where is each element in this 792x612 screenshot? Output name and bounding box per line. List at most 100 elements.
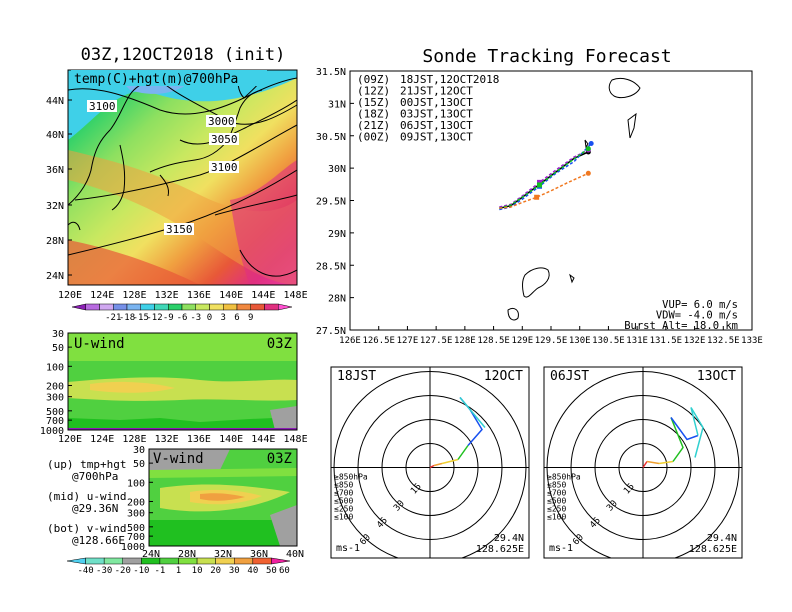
panel-legend-line: @128.66E <box>72 534 125 547</box>
temp-colorbar-labels: -21-18-15-12 -9 -6 -3 0 3 6 9 <box>105 313 253 323</box>
track-lat-tick: 28.5N <box>316 261 346 272</box>
map-lon-tick: 128E <box>122 290 146 301</box>
contour-labels: 3100 3000 3050 3100 3150 <box>87 100 239 236</box>
uwind-pressure-tick: 30 <box>52 329 64 340</box>
launch-param: VUP= 6.0 m/s <box>662 299 738 311</box>
track-legend-code: (12Z) <box>357 85 390 98</box>
temp-colorbar-swatch <box>71 303 86 311</box>
track-series <box>499 172 589 210</box>
wind-colorbar-label: 50 <box>266 566 277 576</box>
temp-colorbar-swatch <box>195 303 210 311</box>
hodograph-time: 06JST <box>550 369 589 384</box>
wind-colorbar-swatch <box>252 557 272 565</box>
map-lon-tick: 124E <box>90 290 114 301</box>
track-lat-tick: 30N <box>328 164 346 175</box>
hodograph-date: 13OCT <box>697 369 736 384</box>
temp-colorbar-swatch <box>126 303 141 311</box>
uwind-label: U-wind <box>74 336 125 352</box>
track-endpoint <box>585 146 591 152</box>
track-endpoint <box>585 170 591 176</box>
vwind-pressure-tick: 300 <box>127 509 145 520</box>
contour-label-bg <box>87 100 117 112</box>
wind-colorbar-labels: -40 -30 -20 -10 -1 1 10 20 30 40 50 60 <box>77 566 289 576</box>
temp-colorbar-swatch <box>236 303 251 311</box>
map-label: temp(C)+hgt(m)@700hPa <box>74 72 238 87</box>
hodograph-legend-entry: ≤700 <box>547 489 566 498</box>
temp-colorbar-label: -6 <box>177 313 188 323</box>
track-lon-tick: 127E <box>397 336 419 346</box>
track-lon-ticks: 126E 126.5E 127E 127.5E 128E 128.5E 129E 129.5E… <box>339 326 763 346</box>
hodograph-legend-entry: ≤250 <box>334 505 353 514</box>
track-lon-tick: 128E <box>454 336 476 346</box>
map-lat-tick: 32N <box>46 201 64 212</box>
temp-colorbar-swatch <box>140 303 155 311</box>
contour-label-bg <box>164 223 194 235</box>
track-endpoint <box>588 141 594 147</box>
map-lon-tick: 136E <box>187 290 211 301</box>
vwind-label: V-wind <box>153 451 204 467</box>
hodograph-trace <box>441 458 459 465</box>
track-lon-tick: 130E <box>569 336 591 346</box>
wind-colorbar-swatch <box>122 557 142 565</box>
track-legend-label: 09JST,13OCT <box>400 131 473 144</box>
contour-label: 3000 <box>208 115 235 128</box>
track-lon-tick: 131E <box>626 336 648 346</box>
wind-colorbar-swatch <box>196 557 216 565</box>
uwind-lon-tick: 144E <box>251 434 275 445</box>
track-lon-tick: 128.5E <box>477 336 510 346</box>
vwind-lat-tick: 36N <box>250 549 268 560</box>
hodograph-lon: 128.625E <box>689 544 737 555</box>
wind-colorbar-swatch <box>215 557 235 565</box>
wind-colorbar-label: 40 <box>247 566 258 576</box>
uwind-pressure-tick: 100 <box>46 362 64 373</box>
track-legend: (09Z) 18JST,12OCT2018 (12Z) 21JST,12OCT (15Z… <box>357 73 499 144</box>
track-lat-tick: 28N <box>328 294 346 305</box>
hodograph-lat: 29.4N <box>494 533 524 544</box>
uwind-pressure-tick: 50 <box>52 343 64 354</box>
temp-colorbar-swatch <box>99 303 114 311</box>
uwind-pressure-tick: 300 <box>46 393 64 404</box>
hodograph-legend-entry: ≤100 <box>334 513 353 522</box>
contour-label-bg <box>209 133 239 145</box>
temp-colorbar-label: -15 <box>133 313 149 323</box>
uwind-lon-tick: 132E <box>155 434 179 445</box>
hodograph-legend-entry: ≤250 <box>547 505 566 514</box>
wind-colorbar-label: 30 <box>229 566 240 576</box>
track-lon-tick: 131.5E <box>650 336 683 346</box>
uwind-lon-tick: 124E <box>90 434 114 445</box>
hodograph-legend-entry: ≤500 <box>334 497 353 506</box>
vwind-pressure-tick: 50 <box>133 459 145 470</box>
track-lon-tick: 132E <box>684 336 706 346</box>
contour-label: 3150 <box>166 223 193 236</box>
tracking-map: 31.5N 31N 30.5N 30N 29.5N 29N 28.5N 28N 27.5N 12… <box>316 67 763 346</box>
contour-label: 3050 <box>211 133 238 146</box>
hodograph-trace <box>457 445 469 460</box>
vwind-time: 03Z <box>267 451 292 467</box>
track-legend-label: 18JST,12OCT2018 <box>400 73 499 86</box>
contour-label: 3100 <box>89 100 116 113</box>
temp-colorbar-swatch <box>154 303 169 311</box>
wind-colorbar-swatch <box>141 557 161 565</box>
track-lat-tick: 30.5N <box>316 132 346 143</box>
panel-legend-line: @700hPa <box>72 470 118 483</box>
track-lon-tick: 126E <box>339 336 361 346</box>
uwind-lon-tick: 140E <box>219 434 243 445</box>
track-lon-tick: 126.5E <box>362 336 395 346</box>
vwind-pressure-tick: 700 <box>127 532 145 543</box>
vwind-pressure-tick: 30 <box>133 445 145 456</box>
hodograph-date: 12OCT <box>484 369 523 384</box>
track-lon-tick: 133E <box>741 336 763 346</box>
vwind-pressure-tick: 500 <box>127 523 145 534</box>
hodograph-trace <box>429 464 435 469</box>
hodograph-trace <box>658 460 674 465</box>
track-legend-label: 03JST,13OCT <box>400 108 473 121</box>
wind-colorbar-label: 1 <box>176 566 181 576</box>
temp-colorbar-swatch <box>250 303 265 311</box>
hodograph-trace <box>642 461 648 468</box>
